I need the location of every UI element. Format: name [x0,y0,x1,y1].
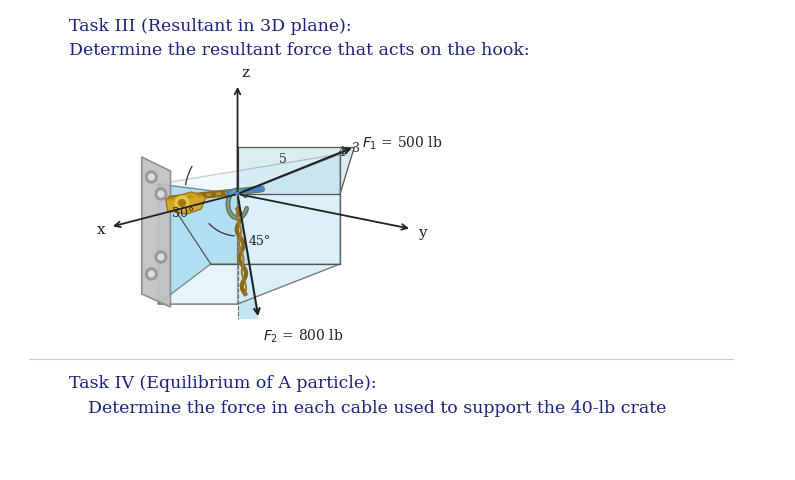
Text: Determine the force in each cable used to support the 40-lb crate: Determine the force in each cable used t… [88,399,666,416]
Polygon shape [238,155,340,304]
Circle shape [155,252,167,264]
Circle shape [145,268,157,280]
Polygon shape [238,148,355,194]
Circle shape [149,175,154,180]
Polygon shape [158,185,238,304]
Polygon shape [158,155,340,194]
Polygon shape [158,264,340,304]
Text: 4: 4 [337,146,345,159]
Text: x: x [97,223,106,237]
Circle shape [179,200,185,207]
Polygon shape [238,194,258,319]
Text: 30°: 30° [173,206,195,219]
Circle shape [155,189,167,201]
Circle shape [175,197,188,211]
Text: 5: 5 [279,153,286,166]
Text: $F_1$ = 500 lb: $F_1$ = 500 lb [362,134,443,151]
Circle shape [158,254,164,261]
Text: Task III (Resultant in 3D plane):: Task III (Resultant in 3D plane): [69,18,351,35]
Polygon shape [165,192,206,215]
Text: 45°: 45° [249,235,271,248]
Circle shape [145,172,157,184]
Text: $F_2$ = 800 lb: $F_2$ = 800 lb [263,327,344,345]
Text: Task IV (Equilibrium of A particle):: Task IV (Equilibrium of A particle): [69,374,377,391]
Text: Determine the resultant force that acts on the hook:: Determine the resultant force that acts … [69,42,529,59]
Text: y: y [417,226,426,240]
Polygon shape [142,157,170,307]
Circle shape [158,192,164,198]
Circle shape [149,271,154,277]
Text: 3: 3 [352,142,360,155]
Text: z: z [242,66,250,80]
